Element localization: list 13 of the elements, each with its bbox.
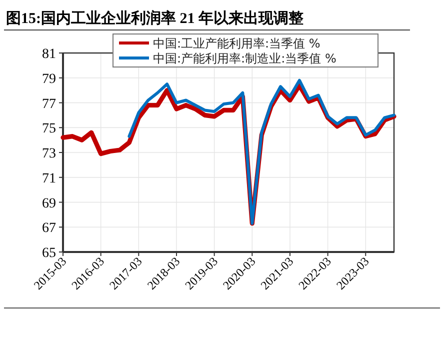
y-tick-label: 69 bbox=[42, 196, 56, 212]
y-tick-label: 75 bbox=[42, 122, 56, 137]
y-tick-label: 73 bbox=[42, 146, 56, 162]
legend-label: 中国:工业产能利用率:当季值 % bbox=[153, 36, 320, 50]
y-tick-label: 77 bbox=[42, 96, 56, 112]
y-tick-label: 81 bbox=[42, 47, 56, 62]
line-series bbox=[128, 78, 396, 225]
y-tick-label: 65 bbox=[42, 246, 56, 261]
chart-title: 图15:国内工业企业利润率 21 年以来出现调整 bbox=[6, 9, 304, 27]
y-tick-label: 79 bbox=[42, 72, 56, 87]
y-tick-label: 71 bbox=[42, 171, 56, 186]
y-tick-label: 67 bbox=[42, 221, 56, 236]
legend-label: 中国:产能利用率:制造业:当季值 % bbox=[153, 52, 336, 66]
